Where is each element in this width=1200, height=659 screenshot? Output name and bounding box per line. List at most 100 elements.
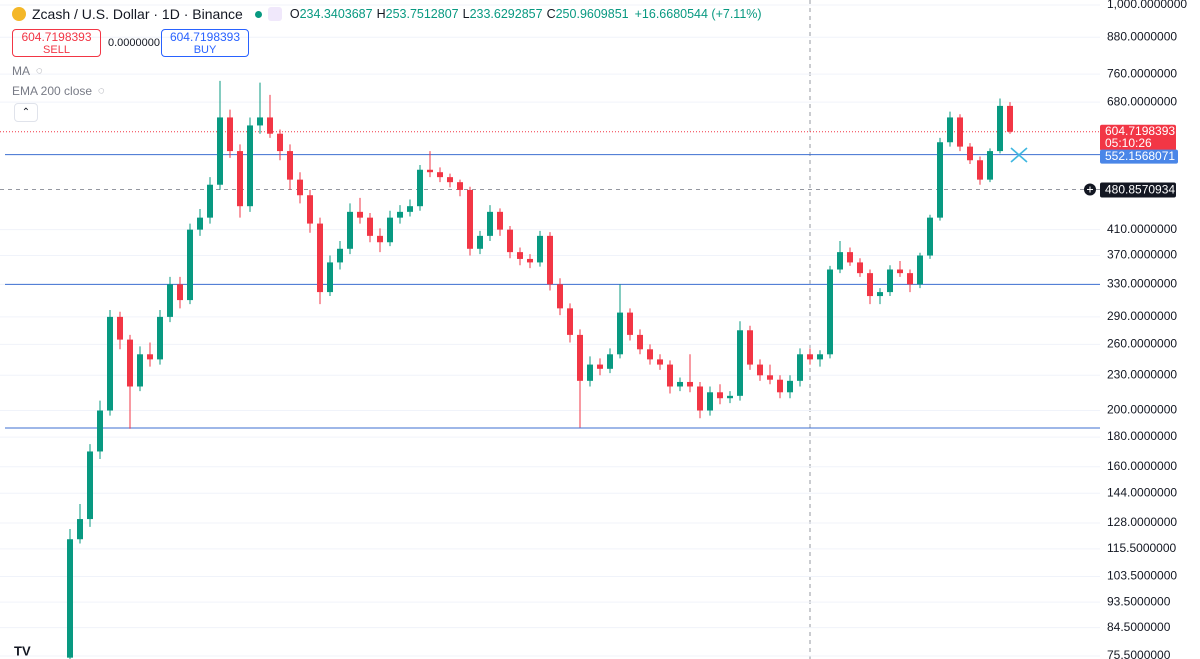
low-label: L	[462, 7, 470, 21]
last-price-badge	[1100, 124, 1176, 151]
candle-body	[337, 248, 343, 263]
countdown-label: 05:10:26	[1105, 136, 1152, 150]
candle-body	[297, 179, 303, 196]
candle-body	[77, 519, 83, 540]
sell-label: SELL	[43, 44, 70, 56]
candle-body	[997, 105, 1003, 152]
candle-body	[367, 217, 373, 236]
candle-body	[237, 151, 243, 207]
symbol-title: Zcash / U.S. Dollar · 1D · Binance	[32, 6, 243, 22]
low-value: 233.6292857	[469, 7, 543, 21]
y-tick-label: 103.5000000	[1107, 569, 1177, 583]
candle-body	[217, 117, 223, 185]
candle-body	[797, 354, 803, 381]
candle-body	[117, 316, 123, 340]
y-tick-label: 370.0000000	[1107, 248, 1177, 262]
candle-body	[717, 392, 723, 399]
candle-body	[97, 410, 103, 452]
crosshair-badge	[1100, 182, 1176, 198]
grid	[0, 4, 1100, 657]
candle-body	[307, 195, 313, 224]
buy-button[interactable]: 604.7198393 BUY	[161, 29, 249, 57]
price-line-label: 552.1568071	[1105, 149, 1175, 163]
candle-body	[807, 354, 813, 360]
eye-icon[interactable]: ◌	[98, 85, 105, 97]
candle-body	[167, 284, 173, 317]
change-value: +16.6680544 (+7.11%)	[634, 7, 762, 21]
last-price-label: 604.7198393	[1105, 124, 1175, 138]
candle-body	[227, 117, 233, 152]
y-tick-label: 93.5000000	[1107, 594, 1171, 608]
candle-body	[657, 359, 663, 365]
candle-body	[397, 211, 403, 218]
candle-body	[817, 354, 823, 360]
candle-body	[707, 392, 713, 411]
candle-body	[577, 334, 583, 381]
collapse-button[interactable]: ⌃	[14, 103, 38, 122]
candle-body	[617, 312, 623, 355]
candle-body	[487, 211, 493, 236]
candle-body	[127, 339, 133, 387]
candle-body	[317, 223, 323, 293]
candle-body	[967, 146, 973, 161]
candle-body	[407, 206, 413, 212]
candle-body	[827, 269, 833, 355]
candle-body	[287, 151, 293, 180]
candle-body	[867, 273, 873, 297]
y-tick-label: 260.0000000	[1107, 337, 1177, 351]
y-tick-label: 290.0000000	[1107, 309, 1177, 323]
candle-body	[457, 182, 463, 190]
candle-body	[387, 217, 393, 243]
candle-body	[777, 379, 783, 393]
candle-body	[747, 330, 753, 365]
sell-button[interactable]: 604.7198393 SELL	[12, 29, 101, 57]
candle-body	[507, 229, 513, 253]
candle-body	[877, 292, 883, 297]
plugin-icon[interactable]	[267, 7, 282, 21]
candle-body	[587, 364, 593, 381]
candle-body	[437, 172, 443, 178]
candle-body	[917, 255, 923, 285]
indicator-name: MA	[12, 64, 30, 78]
open-value: 234.3403687	[299, 7, 373, 21]
buy-label: BUY	[193, 44, 217, 56]
y-tick-label: 144.0000000	[1107, 485, 1177, 499]
indicator-row[interactable]: MA ◌	[12, 64, 43, 78]
candle-body	[257, 117, 263, 126]
candle-body	[557, 284, 563, 309]
candle-body	[937, 142, 943, 218]
candle-body	[197, 217, 203, 230]
price-line-badge	[1100, 149, 1178, 164]
candle-body	[697, 386, 703, 411]
candle-body	[637, 334, 643, 350]
candle-body	[247, 125, 253, 207]
y-tick-label: 115.5000000	[1107, 541, 1177, 555]
y-tick-label: 180.0000000	[1107, 429, 1177, 443]
candle-body	[977, 160, 983, 180]
y-tick-label: 330.0000000	[1107, 277, 1177, 291]
cross-marker	[1010, 147, 1028, 163]
candle-body	[177, 284, 183, 301]
sell-price: 604.7198393	[21, 30, 92, 44]
status-dot	[254, 10, 262, 18]
logo: TV	[14, 643, 31, 658]
candles	[67, 80, 1013, 659]
candle-body	[1007, 105, 1013, 132]
candle-body	[597, 364, 603, 369]
candle-body	[427, 169, 433, 173]
candle-body	[67, 539, 73, 658]
candle-body	[607, 354, 613, 369]
candle-body	[907, 273, 913, 285]
candle-body	[447, 177, 453, 183]
candle-body	[377, 235, 383, 243]
candle-body	[327, 262, 333, 293]
y-tick-label: 680.0000000	[1107, 94, 1177, 108]
indicator-row[interactable]: EMA 200 close ◌	[12, 84, 105, 98]
candle-body	[357, 211, 363, 218]
close-label: C	[546, 7, 556, 21]
candle-body	[767, 375, 773, 380]
eye-icon[interactable]: ◌	[36, 65, 43, 77]
price-axis: 1,000.0000000 880.0000000 760.0000000 680.0…	[1084, 0, 1187, 659]
